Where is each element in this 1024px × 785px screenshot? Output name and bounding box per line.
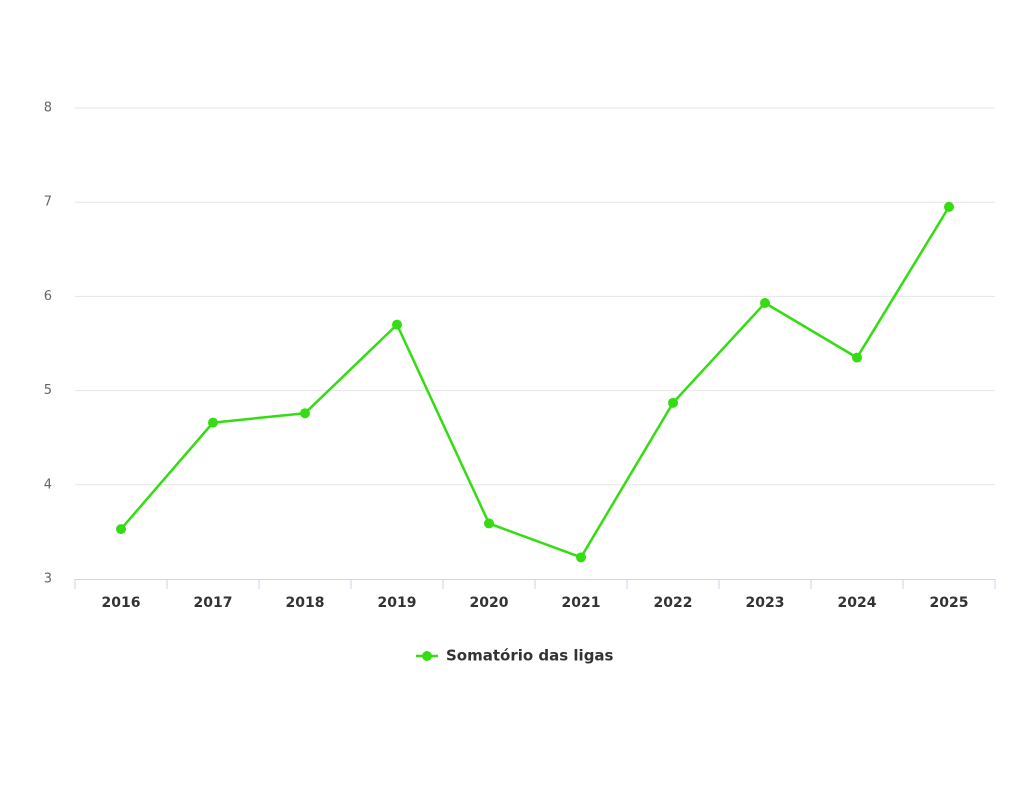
data-point	[668, 397, 678, 408]
x-tick-label: 2019	[378, 595, 417, 611]
x-tick-label: 2021	[562, 595, 601, 611]
y-tick-label: 5	[44, 383, 52, 398]
data-point	[208, 417, 218, 428]
legend-label: Somatório das ligas	[446, 647, 614, 665]
data-point	[944, 201, 954, 212]
x-tick-label: 2025	[930, 595, 969, 611]
data-point	[116, 524, 126, 535]
series-line	[120, 206, 951, 559]
x-tick-label: 2023	[746, 595, 785, 611]
x-tick-label: 2024	[838, 595, 877, 611]
data-point	[484, 518, 494, 529]
x-tick-label: 2016	[102, 595, 141, 611]
data-point	[852, 352, 862, 363]
data-point	[300, 408, 310, 419]
x-tick-label: 2017	[194, 595, 233, 611]
y-tick-label: 6	[44, 289, 52, 304]
y-tick-label: 8	[44, 101, 52, 116]
y-tick-label: 7	[44, 195, 52, 210]
x-tick-label: 2018	[286, 595, 325, 611]
y-tick-label: 3	[44, 572, 52, 587]
data-point	[576, 552, 586, 563]
data-point	[760, 297, 770, 308]
y-tick-label: 4	[44, 477, 52, 492]
data-point	[392, 319, 402, 330]
x-tick-label: 2020	[470, 595, 509, 611]
legend-marker	[422, 651, 432, 661]
x-tick-label: 2022	[654, 595, 693, 611]
